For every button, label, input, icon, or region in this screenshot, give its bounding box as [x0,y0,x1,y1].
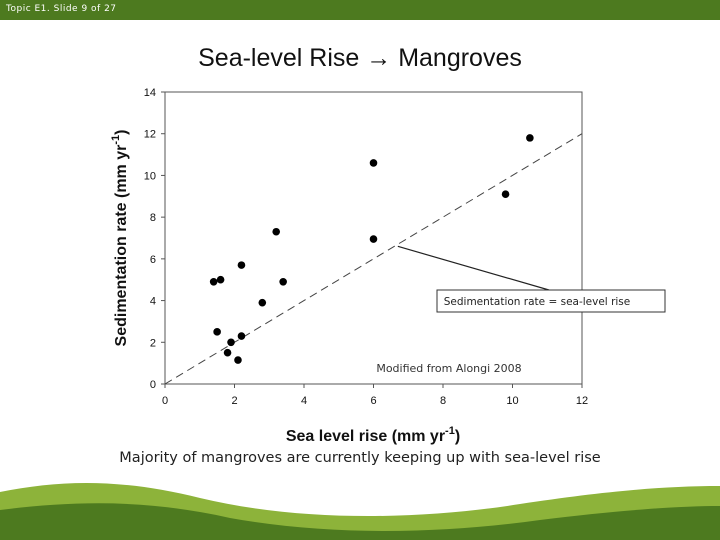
data-point [272,227,281,236]
x-tick-label: 12 [576,395,588,407]
data-point [258,298,267,307]
x-axis-label-end: ) [455,428,460,445]
source-note: Modified from Alongi 2008 [376,362,521,375]
data-point [501,190,510,198]
data-point [213,328,221,336]
slide-title: Sea-level Rise → Mangroves [198,44,522,72]
data-point [234,356,242,364]
footer-wave-decoration [0,482,720,540]
scatter-chart: 0 2 4 6 8 10 12 0 2 4 6 8 10 12 14 Sea level rise (mm … [110,87,666,445]
annotation-label: Sedimentation rate = sea-level rise [444,296,630,308]
y-tick-label: 4 [150,296,156,308]
reference-line [164,133,583,385]
x-tick-label: 4 [301,395,307,407]
data-point [227,338,235,347]
annotation-box [436,289,666,313]
y-tick-label: 2 [150,337,156,349]
y-tick-label: 10 [144,170,156,182]
x-tick-label: 8 [440,395,446,407]
y-tick-label: 14 [144,87,156,99]
y-axis-label-end: ) [113,130,130,135]
data-point [526,134,534,142]
x-tick-label: 6 [370,395,376,407]
data-point [369,235,378,243]
data-point [237,332,246,340]
annotation-leader-line [397,245,550,291]
data-point [279,278,287,286]
x-axis-label-main: Sea level rise (mm yr [286,428,445,445]
data-point [223,348,232,357]
slide-caption: Majority of mangroves are currently keep… [119,450,601,466]
y-tick-label: 12 [144,129,156,141]
y-axis-label-sup: -1 [110,135,122,145]
data-points [209,134,534,364]
data-point [209,278,218,286]
top-banner: Topic E1. Slide 9 of 27 [0,0,720,20]
x-tick-label: 10 [506,395,518,407]
y-tick-label: 6 [150,254,156,266]
x-tick-label: 2 [231,395,237,407]
x-tick-label: 0 [162,395,168,407]
data-point [237,261,246,269]
y-axis-label: Sedimentation rate (mm yr-1) [110,130,130,347]
axis-ticks: 0 2 4 6 8 10 12 0 2 4 6 8 10 12 14 [144,87,588,407]
slide-counter: Topic E1. Slide 9 of 27 [6,4,117,14]
data-point [369,159,378,167]
footer-wave-dark [0,503,720,540]
y-tick-label: 8 [150,212,156,224]
y-tick-label: 0 [150,379,156,391]
y-axis-label-main: Sedimentation rate (mm yr [113,145,130,347]
x-axis-label: Sea level rise (mm yr-1) [286,425,460,445]
data-point [216,275,225,284]
x-axis-label-sup: -1 [445,425,455,437]
